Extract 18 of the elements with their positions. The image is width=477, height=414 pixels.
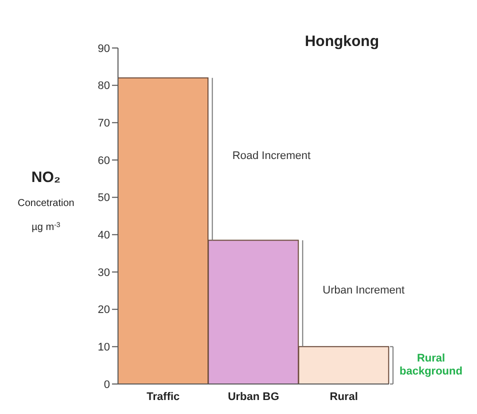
chart-title: Hongkong <box>304 33 379 50</box>
text: Rural background <box>400 352 462 378</box>
y-tick-label: 70 <box>98 118 110 130</box>
y-tick-label: 0 <box>104 378 110 391</box>
y-tick-label: 90 <box>98 42 110 55</box>
y-tick-label: 20 <box>98 304 110 316</box>
y-tick-label: 50 <box>98 192 110 204</box>
y-tick-label: 80 <box>98 80 110 92</box>
text: NO₂ Concetration µg m$^{-3}$ <box>18 169 74 233</box>
x-tick-label: Urban BG <box>228 390 280 403</box>
x-tick-label: Rural <box>330 390 358 403</box>
y-tick-label: 10 <box>98 342 110 354</box>
y-tick-label: 40 <box>98 230 110 242</box>
annotation: Urban Increment <box>322 284 405 296</box>
y-tick-label: 30 <box>98 266 110 279</box>
y-tick-label: 60 <box>98 154 110 167</box>
x-tick-label: Traffic <box>146 390 180 403</box>
annotation: Road Increment <box>232 150 311 162</box>
